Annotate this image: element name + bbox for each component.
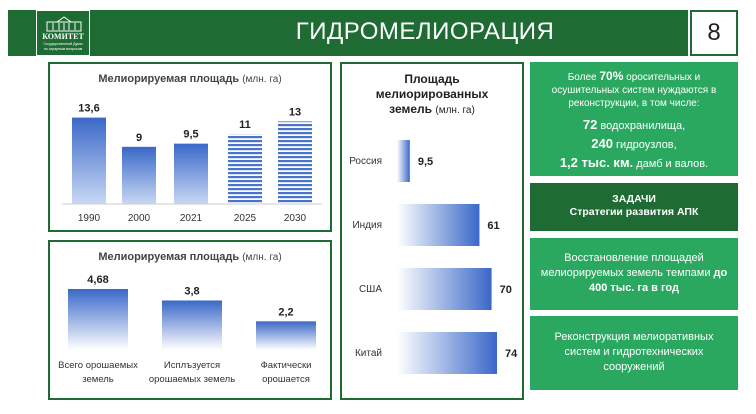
intro-percent: 70%	[599, 69, 624, 83]
value-label-2030: 13	[289, 106, 301, 118]
info-box-1-lines: 72 водохранилища, 240 гидроузлов, 1,2 ты…	[530, 116, 738, 173]
category-label-0-line-0: Всего орошаемых	[58, 360, 138, 371]
chart-3-title-line-3: земель (млн. га)	[342, 102, 522, 118]
category-label-1990: 1990	[78, 213, 101, 224]
line-reservoirs: 72 водохранилища,	[530, 116, 738, 135]
value-label-2021: 9,5	[183, 129, 198, 141]
info-box-restoration: Восстановление площадей мелиорируемых зе…	[530, 238, 738, 310]
info-box-1-intro: Более 70% оросительных и осушительных си…	[530, 70, 738, 110]
bar-Россия	[397, 140, 410, 182]
restoration-text-main: Восстановление площадей мелиорируемых зе…	[540, 252, 714, 279]
slide-title: ГИДРОМЕЛИОРАЦИЯ	[295, 18, 555, 45]
info-box-tasks: ЗАДАЧИ Стратегии развития АПК	[530, 183, 738, 231]
value-label-2025: 11	[239, 119, 251, 131]
reconstruction-systems-text: Реконструкция мелиоративных систем и гид…	[554, 331, 714, 373]
value-label-Индия: 61	[487, 220, 499, 232]
hydro-nodes-text: гидроузлов,	[612, 139, 677, 151]
info-box-reconstruction: Более 70% оросительных и осушительных си…	[530, 62, 738, 176]
value-label-США: 70	[500, 284, 512, 296]
chart-panel-area-by-year: Мелиорируемая площадь (млн. га) 13,6 1990…	[48, 62, 332, 232]
value-label-2: 2,2	[278, 306, 293, 318]
tasks-title: ЗАДАЧИ	[612, 193, 656, 205]
category-label-2-line-0: Фактически	[261, 360, 312, 371]
logo-subtitle-line-2: по аграрным вопросам	[43, 46, 83, 51]
bar-0	[68, 289, 128, 350]
line-dams: 1,2 тыс. км. дамб и валов.	[530, 154, 738, 173]
chart-2-title: Мелиорируемая площадь (млн. га)	[50, 251, 330, 263]
value-label-1: 3,8	[184, 285, 199, 297]
chart-panel-irrigated-area: Мелиорируемая площадь (млн. га) 4,68 Всег…	[48, 240, 332, 400]
category-label-США: США	[359, 284, 382, 295]
value-label-Китай: 74	[505, 348, 518, 360]
category-label-2021: 2021	[180, 213, 203, 224]
chart-1-title-text: Мелиорируемая площадь	[98, 73, 240, 85]
category-label-2030: 2030	[284, 213, 307, 224]
committee-logo: КОМИТЕТ Государственной Думы по аграрным…	[36, 10, 90, 56]
dams-length: 1,2 тыс. км.	[559, 155, 634, 170]
bar-2	[256, 321, 316, 350]
chart-1-title: Мелиорируемая площадь (млн. га)	[50, 73, 330, 85]
chart-panel-countries: Площадь мелиорированных земель (млн. га)…	[340, 62, 524, 400]
value-label-Россия: 9,5	[418, 156, 433, 168]
category-label-Индия: Индия	[352, 220, 382, 231]
category-label-Россия: Россия	[349, 156, 382, 167]
info-box-reconstruction-systems: Реконструкция мелиоративных систем и гид…	[530, 316, 738, 390]
chart-3-title-unit: (млн. га)	[435, 105, 475, 116]
category-label-2-line-1: орошается	[262, 374, 310, 385]
building-icon	[46, 16, 82, 32]
reservoirs-text: водохранилища,	[597, 120, 686, 132]
dams-text: дамб и валов.	[633, 158, 709, 170]
logo-subtitle-line-1: Государственной Думы	[43, 42, 83, 46]
bar-1	[162, 300, 222, 350]
bar-1990	[72, 117, 106, 204]
value-label-2000: 9	[136, 132, 142, 144]
chart-3-svg: 9,5 Россия 61 Индия 70 США 74 Китай	[349, 140, 518, 374]
chart-3-title-line-2: мелиорированных	[375, 87, 489, 101]
category-label-0-line-1: земель	[82, 374, 114, 385]
reservoirs-count: 72	[582, 117, 598, 132]
restoration-text: Восстановление площадей мелиорируемых зе…	[530, 251, 738, 296]
page-number: 8	[690, 10, 738, 56]
header-bar	[8, 10, 688, 56]
chart-1-svg: 13,6 1990 9 2000 9,5 2021 11 2025 13 2030	[62, 103, 322, 224]
category-label-Китай: Китай	[355, 348, 382, 359]
category-label-2000: 2000	[128, 213, 151, 224]
value-label-0: 4,68	[87, 274, 108, 286]
chart-2-svg: 4,68 Всего орошаемых земель 3,8 Исплъзуется о…	[58, 274, 316, 385]
category-label-1-line-1: орошаемых земель	[149, 374, 235, 385]
tasks-subtitle: Стратегии развития АПК	[569, 206, 699, 218]
bar-2021	[174, 143, 208, 204]
chart-3-title-line-1: Площадь	[404, 72, 460, 86]
line-hydro-nodes: 240 гидроузлов,	[530, 135, 738, 154]
bar-2025	[228, 134, 262, 204]
restoration-text-bold: до 400 тыс. га в год	[589, 267, 728, 294]
chart-2-title-text: Мелиорируемая площадь	[98, 251, 240, 263]
logo-subtitle: Государственной Думы по аграрным вопроса…	[37, 42, 89, 51]
chart-2-title-unit: (млн. га)	[242, 252, 282, 263]
chart-3-title-last: земель	[389, 102, 433, 116]
bar-Китай	[397, 332, 497, 374]
chart-1-title-unit: (млн. га)	[242, 74, 282, 85]
bar-Индия	[397, 204, 480, 246]
logo-title: КОМИТЕТ	[42, 32, 84, 41]
value-label-1990: 13,6	[78, 103, 99, 115]
chart-3-title: Площадь мелиорированных земель (млн. га)	[342, 72, 522, 118]
bar-2030	[278, 121, 312, 204]
bar-2000	[122, 146, 156, 204]
bar-США	[397, 268, 492, 310]
intro-pre: Более	[567, 72, 600, 83]
intro-post: оросительных и осушительных систем нужда…	[551, 72, 717, 109]
category-label-1-line-0: Исплъзуется	[164, 360, 220, 371]
category-label-2025: 2025	[234, 213, 257, 224]
hydro-nodes-count: 240	[591, 136, 613, 151]
